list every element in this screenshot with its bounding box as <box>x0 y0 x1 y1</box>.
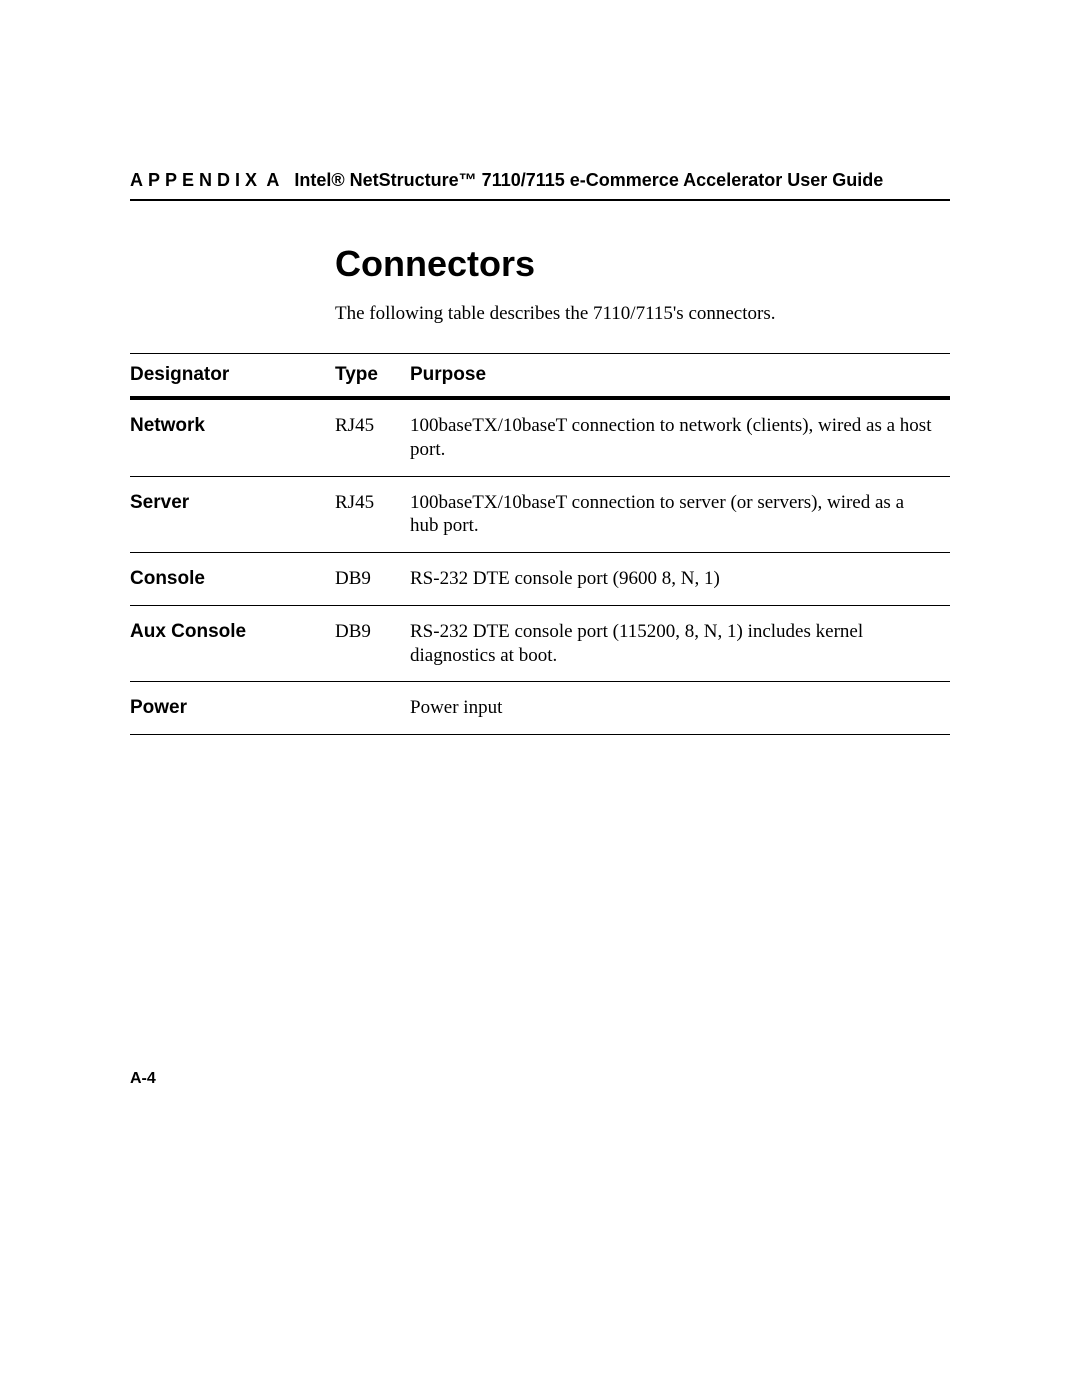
table-row: Aux Console DB9 RS-232 DTE console port … <box>130 605 950 682</box>
table-row: Power Power input <box>130 682 950 735</box>
cell-purpose: 100baseTX/10baseT connection to server (… <box>410 476 950 553</box>
cell-designator: Power <box>130 682 335 735</box>
section-title: Connectors <box>335 243 950 285</box>
table-row: Server RJ45 100baseTX/10baseT connection… <box>130 476 950 553</box>
running-header: APPENDIX A Intel® NetStructure™ 7110/711… <box>130 170 950 201</box>
cell-purpose: RS-232 DTE console port (115200, 8, N, 1… <box>410 605 950 682</box>
col-header-purpose: Purpose <box>410 354 950 399</box>
cell-type: DB9 <box>335 553 410 606</box>
page-content: APPENDIX A Intel® NetStructure™ 7110/711… <box>130 170 950 735</box>
col-header-type: Type <box>335 354 410 399</box>
running-header-title: Intel® NetStructure™ 7110/7115 e-Commerc… <box>294 170 883 190</box>
col-header-designator: Designator <box>130 354 335 399</box>
cell-type: DB9 <box>335 605 410 682</box>
page-number: A-4 <box>130 1070 156 1088</box>
appendix-word: APPENDIX <box>130 170 262 190</box>
cell-designator: Server <box>130 476 335 553</box>
cell-type <box>335 682 410 735</box>
cell-type: RJ45 <box>335 398 410 476</box>
connectors-table: Designator Type Purpose Network RJ45 100… <box>130 353 950 735</box>
cell-designator: Network <box>130 398 335 476</box>
table-header-row: Designator Type Purpose <box>130 354 950 399</box>
cell-purpose: Power input <box>410 682 950 735</box>
section-intro: The following table describes the 7110/7… <box>335 303 950 325</box>
cell-designator: Console <box>130 553 335 606</box>
table-row: Console DB9 RS-232 DTE console port (960… <box>130 553 950 606</box>
body-content: Connectors The following table describes… <box>335 243 950 325</box>
table-row: Network RJ45 100baseTX/10baseT connectio… <box>130 398 950 476</box>
cell-purpose: 100baseTX/10baseT connection to network … <box>410 398 950 476</box>
appendix-letter: A <box>266 170 279 190</box>
cell-type: RJ45 <box>335 476 410 553</box>
cell-purpose: RS-232 DTE console port (9600 8, N, 1) <box>410 553 950 606</box>
cell-designator: Aux Console <box>130 605 335 682</box>
